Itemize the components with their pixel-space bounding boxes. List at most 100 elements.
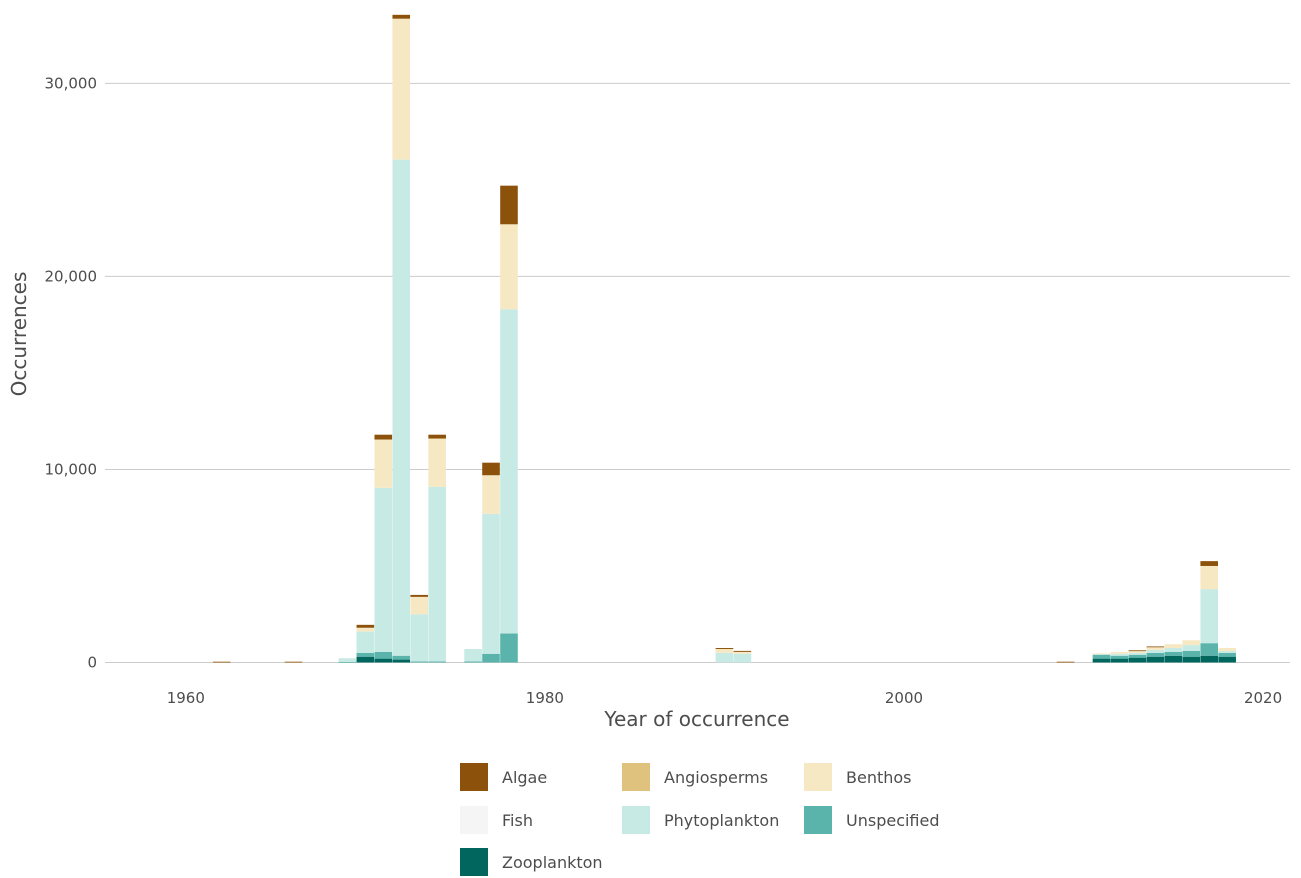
legend-label: Algae [502, 768, 547, 787]
bar-segment [1146, 649, 1165, 653]
bar-segment [715, 648, 734, 649]
bar-stack [1128, 650, 1147, 663]
bar-segment [284, 661, 303, 663]
legend-label: Benthos [846, 768, 912, 787]
legend-swatch [622, 806, 650, 834]
bar-segment [500, 309, 518, 634]
bar-segment [356, 627, 375, 632]
bar-segment [482, 475, 500, 514]
bar-stack [356, 624, 375, 663]
legend-item: Angiosperms [622, 763, 768, 791]
bar-segment [392, 659, 411, 663]
legend-label: Angiosperms [664, 768, 768, 787]
bar-segment [1128, 657, 1147, 663]
legend-label: Unspecified [846, 811, 940, 830]
bar-segment [1218, 648, 1236, 651]
bar-segment [338, 662, 357, 663]
x-axis-title: Year of occurrence [603, 707, 789, 731]
bar-stack [1164, 644, 1183, 663]
bar-segment [356, 631, 375, 653]
bar-segment [374, 439, 393, 488]
legend-item: Algae [460, 763, 547, 791]
bar-stack [500, 185, 518, 663]
bar-segment [715, 652, 734, 663]
bar-segment [733, 650, 752, 652]
bar-segment [715, 648, 734, 653]
bar-segment [392, 14, 411, 19]
bar-segment [1218, 656, 1236, 663]
bar-segment [374, 658, 393, 663]
bar-segment [1200, 589, 1219, 644]
bar-segment [1092, 654, 1111, 659]
bar-stack [392, 14, 411, 663]
bar-stack [1182, 640, 1201, 663]
bar-segment [1128, 652, 1147, 655]
legend-item: Unspecified [804, 806, 940, 834]
bar-stack [733, 650, 752, 663]
bar-segment [1200, 643, 1219, 656]
bar-segment [464, 661, 482, 663]
bar-segment [1200, 565, 1219, 590]
legend-swatch [622, 763, 650, 791]
legend-swatch [460, 763, 488, 791]
gridlines [105, 82, 1290, 663]
bar-segment [392, 18, 411, 160]
bar-segment [1110, 653, 1129, 656]
legend-swatch [460, 848, 488, 876]
legend-swatch [804, 806, 832, 834]
bar-segment [356, 656, 375, 663]
y-tick-label: 30,000 [45, 74, 98, 92]
y-axis-title: Occurrences [7, 272, 31, 397]
x-tick-labels: 1960 1980 2000 2020 [167, 689, 1282, 707]
bar-segment [1200, 655, 1219, 663]
bar-segment [1110, 651, 1129, 654]
bar-segment [428, 434, 446, 439]
legend-label: Zooplankton [502, 853, 603, 872]
bars [212, 14, 1236, 663]
bar-segment [1218, 652, 1236, 657]
x-tick-label: 1960 [167, 689, 205, 707]
bar-segment [428, 438, 446, 487]
bar-segment [482, 513, 500, 654]
bar-segment [482, 653, 500, 663]
bar-segment [1218, 650, 1236, 653]
bar-segment [392, 655, 411, 660]
bar-segment [410, 596, 429, 615]
bar-stack [715, 648, 734, 663]
bar-segment [500, 185, 518, 225]
y-tick-label: 20,000 [45, 267, 98, 285]
legend-label: Phytoplankton [664, 811, 779, 830]
bar-segment [1182, 640, 1201, 646]
bar-segment [1182, 645, 1201, 651]
x-tick-label: 2020 [1244, 689, 1282, 707]
bar-segment [374, 651, 393, 659]
bar-stack [284, 661, 303, 663]
bar-stack [1146, 646, 1165, 663]
bar-segment [410, 661, 429, 663]
bar-segment [464, 648, 482, 662]
bar-segment [410, 594, 429, 597]
bar-segment [500, 633, 518, 663]
bar-stack [374, 434, 393, 663]
bar-stack [1110, 651, 1129, 663]
bar-segment [1092, 658, 1111, 663]
bar-segment [212, 661, 231, 663]
bar-segment [1092, 653, 1111, 655]
bar-segment [1146, 647, 1165, 650]
bar-stack [482, 462, 500, 663]
bar-segment [1110, 658, 1129, 663]
y-tick-label: 0 [87, 653, 97, 671]
bar-segment [1182, 650, 1201, 657]
bar-segment [356, 624, 375, 628]
bar-segment [1128, 654, 1147, 658]
bar-stack [1200, 561, 1219, 663]
bar-segment [1164, 648, 1183, 652]
bar-stack [464, 648, 482, 663]
bar-segment [428, 486, 446, 662]
y-tick-label: 10,000 [45, 460, 98, 478]
bar-segment [1164, 651, 1183, 656]
legend: Algae Angiosperms Benthos Fish Phytoplankton… [460, 763, 940, 876]
bar-segment [1128, 650, 1147, 652]
bar-stack [338, 658, 357, 663]
legend-item: Zooplankton [460, 848, 603, 876]
